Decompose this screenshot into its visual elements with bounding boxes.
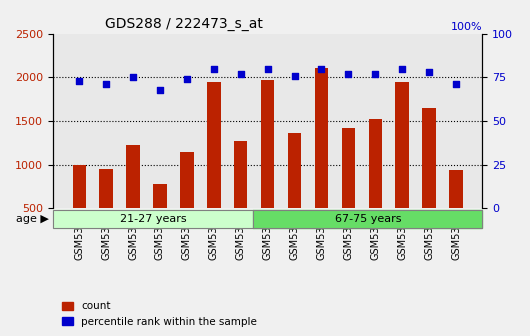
Point: [129, 75, 137, 80]
Point: [317, 66, 326, 71]
Bar: [207, 82, 220, 252]
Point: [75, 78, 84, 83]
Text: 100%: 100%: [450, 22, 482, 32]
Bar: [422, 108, 436, 252]
Point: [344, 71, 352, 77]
Point: [263, 66, 272, 71]
Bar: [342, 128, 355, 252]
Bar: [153, 184, 167, 252]
Bar: [315, 68, 328, 252]
Point: [183, 76, 191, 82]
Text: GDS288 / 222473_s_at: GDS288 / 222473_s_at: [104, 17, 262, 31]
Bar: [73, 165, 86, 252]
Point: [371, 71, 379, 77]
Bar: [288, 133, 301, 252]
Bar: [368, 119, 382, 252]
Point: [102, 82, 110, 87]
Bar: [126, 145, 140, 252]
Point: [425, 69, 434, 75]
Point: [398, 66, 407, 71]
Bar: [180, 152, 193, 252]
Point: [452, 82, 460, 87]
Bar: [395, 82, 409, 252]
Legend: count, percentile rank within the sample: count, percentile rank within the sample: [58, 297, 261, 331]
Bar: [234, 141, 248, 252]
Point: [156, 87, 164, 92]
Bar: [100, 169, 113, 252]
Point: [290, 73, 299, 78]
Text: 67-75 years: 67-75 years: [334, 214, 401, 224]
Text: 21-27 years: 21-27 years: [120, 214, 187, 224]
Bar: [449, 170, 463, 252]
Point: [209, 66, 218, 71]
Text: age ▶: age ▶: [16, 214, 49, 224]
Point: [236, 71, 245, 77]
Bar: [261, 80, 275, 252]
